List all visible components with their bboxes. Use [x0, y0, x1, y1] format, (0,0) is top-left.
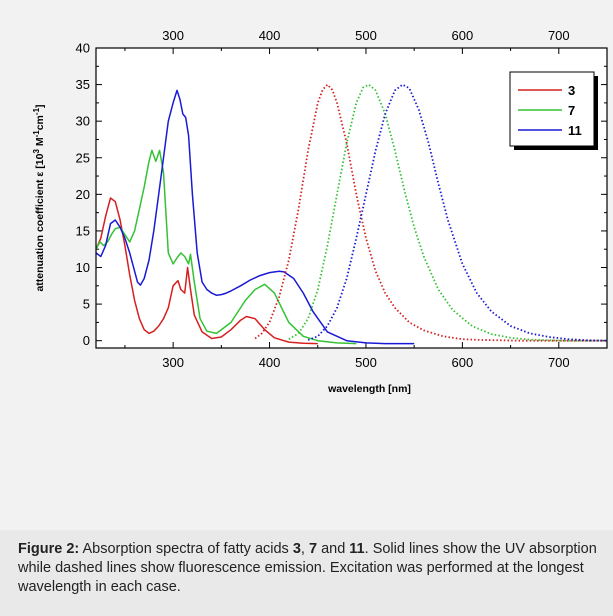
- x-top-tick-label: 300: [162, 28, 184, 43]
- figure-caption: Figure 2: Absorption spectra of fatty ac…: [0, 530, 613, 616]
- y-tick-label: 25: [76, 150, 90, 165]
- x-tick-label: 400: [259, 355, 281, 370]
- caption-compound-7: 7: [308, 541, 318, 557]
- legend-box: [509, 71, 595, 147]
- y-axis-label-part: -1: [32, 107, 41, 115]
- x-top-tick-label: 700: [548, 28, 570, 43]
- y-axis-label-part: attenuation coefficient ε [10: [34, 153, 46, 291]
- x-tick-label: 500: [355, 355, 377, 370]
- y-axis-label-part: ]: [34, 104, 46, 108]
- legend-label-3: 3: [568, 83, 575, 98]
- x-tick-label: 300: [162, 355, 184, 370]
- legend-label-11: 11: [568, 123, 582, 138]
- caption-compound-3: 3: [292, 541, 301, 557]
- series-11-emission: [307, 83, 607, 342]
- series-11-absorption: [96, 89, 415, 345]
- y-tick-label: 20: [76, 187, 90, 202]
- y-axis-label-part: cm: [34, 115, 46, 130]
- x-tick-label: 600: [452, 355, 474, 370]
- spectra-chart: 300 300 400 400 500 500 600 600 700 700 0 5 10 15 20 25…: [32, 28, 608, 395]
- x-top-tick-label: 500: [355, 28, 377, 43]
- series-group: [96, 83, 607, 345]
- y-tick-label: 15: [76, 223, 90, 238]
- caption-text-1: Absorption spectra of fatty acids: [79, 541, 293, 557]
- x-axis-label: wavelength [nm]: [327, 383, 411, 395]
- y-tick-label: 40: [76, 41, 90, 56]
- caption-text-3: and: [317, 541, 350, 557]
- x-tick-label: 700: [548, 355, 570, 370]
- caption-compound-11: 11: [349, 541, 365, 557]
- series-3-absorption: [96, 197, 318, 345]
- y-tick-label: 5: [83, 297, 90, 312]
- legend-label-7: 7: [568, 103, 575, 118]
- caption-text-4: . Solid lines show the UV absorption whi…: [18, 541, 597, 595]
- x-top-tick-label: 400: [259, 28, 281, 43]
- y-tick-label: 10: [76, 260, 90, 275]
- caption-text-2: ,: [300, 541, 309, 557]
- y-tick-label: 0: [83, 333, 90, 348]
- y-axis-label: attenuation coefficient ε [103 M-1cm-1]: [32, 104, 46, 291]
- y-tick-label: 30: [76, 114, 90, 129]
- y-axis-label-part: 3: [32, 149, 41, 154]
- plot-frame: [95, 47, 608, 349]
- y-tick-label: 35: [76, 77, 90, 92]
- caption-label: Figure 2:: [18, 541, 80, 557]
- x-top-tick-label: 600: [452, 28, 474, 43]
- plot-panel: 300 300 400 400 500 500 600 600 700 700 0 5 10 15 20 25…: [32, 28, 608, 395]
- y-axis-label-part: -1: [32, 130, 41, 138]
- y-axis-label-part: M: [34, 137, 46, 149]
